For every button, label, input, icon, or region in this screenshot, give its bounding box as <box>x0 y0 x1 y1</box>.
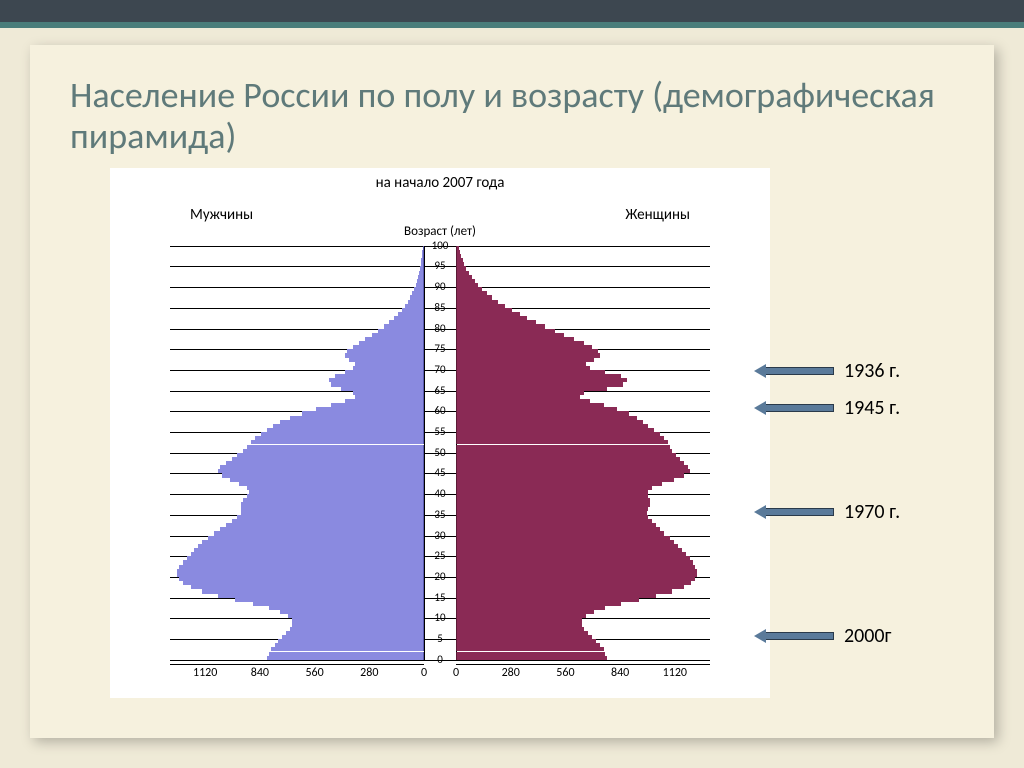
age-tick-label: 30 <box>424 529 456 542</box>
x-tick-label: 280 <box>491 666 531 680</box>
x-axis-line-right <box>456 664 710 665</box>
age-tick-label: 35 <box>424 508 456 521</box>
age-tick-label: 90 <box>424 280 456 293</box>
arrow-icon <box>754 629 834 643</box>
annotation-label: 1945 г. <box>844 396 900 420</box>
x-tick-label: 280 <box>349 666 389 680</box>
annotation-label: 1936 г. <box>844 359 900 383</box>
x-tick-label: 560 <box>545 666 585 680</box>
annotation-label: 1970 г. <box>844 500 900 524</box>
left-column-header: Мужчины <box>190 206 253 224</box>
x-axis: 1120840560280002805608401120 <box>170 664 710 684</box>
age-tick-label: 75 <box>424 342 456 355</box>
age-tick-label: 40 <box>424 487 456 500</box>
x-tick-label: 1120 <box>185 666 225 680</box>
pyramid-chart: на начало 2007 года Мужчины Женщины Возр… <box>110 168 770 698</box>
top-bar <box>0 0 1024 28</box>
age-tick-label: 20 <box>424 570 456 583</box>
x-tick-label: 560 <box>295 666 335 680</box>
center-divider <box>424 246 425 660</box>
annotation: 1936 г. <box>754 359 900 383</box>
bar-female <box>456 656 607 660</box>
x-tick-label: 1120 <box>655 666 695 680</box>
age-tick-label: 15 <box>424 591 456 604</box>
slide: Население России по полу и возрасту (дем… <box>30 45 994 738</box>
annotation: 1945 г. <box>754 396 900 420</box>
arrow-icon <box>754 505 834 519</box>
x-axis-line-left <box>170 664 424 665</box>
age-tick-label: 55 <box>424 425 456 438</box>
arrow-icon <box>754 364 834 378</box>
annotation: 1970 г. <box>754 500 900 524</box>
bar-male <box>267 656 424 660</box>
pyramid-plot-area: 0510152025303540455055606570758085909510… <box>170 246 710 660</box>
age-tick-label: 85 <box>424 301 456 314</box>
chart-subtitle: на начало 2007 года <box>110 168 770 192</box>
age-tick-label: 60 <box>424 404 456 417</box>
age-tick-label: 45 <box>424 466 456 479</box>
annotation: 2000г <box>754 624 891 648</box>
right-column-header: Женщины <box>625 206 690 224</box>
arrow-icon <box>754 401 834 415</box>
age-tick-label: 70 <box>424 363 456 376</box>
x-tick-label: 840 <box>240 666 280 680</box>
age-tick-label: 50 <box>424 446 456 459</box>
age-tick-label: 65 <box>424 384 456 397</box>
age-tick-label: 95 <box>424 259 456 272</box>
age-tick-label: 100 <box>424 239 456 252</box>
age-tick-label: 25 <box>424 549 456 562</box>
age-tick-label: 10 <box>424 611 456 624</box>
annotation-label: 2000г <box>844 624 891 648</box>
slide-title: Население России по полу и возрасту (дем… <box>70 75 954 158</box>
age-tick-label: 80 <box>424 322 456 335</box>
x-tick-label: 0 <box>436 666 476 680</box>
age-tick-label: 5 <box>424 632 456 645</box>
x-tick-label: 840 <box>600 666 640 680</box>
axis-title: Возраст (лет) <box>404 224 476 239</box>
